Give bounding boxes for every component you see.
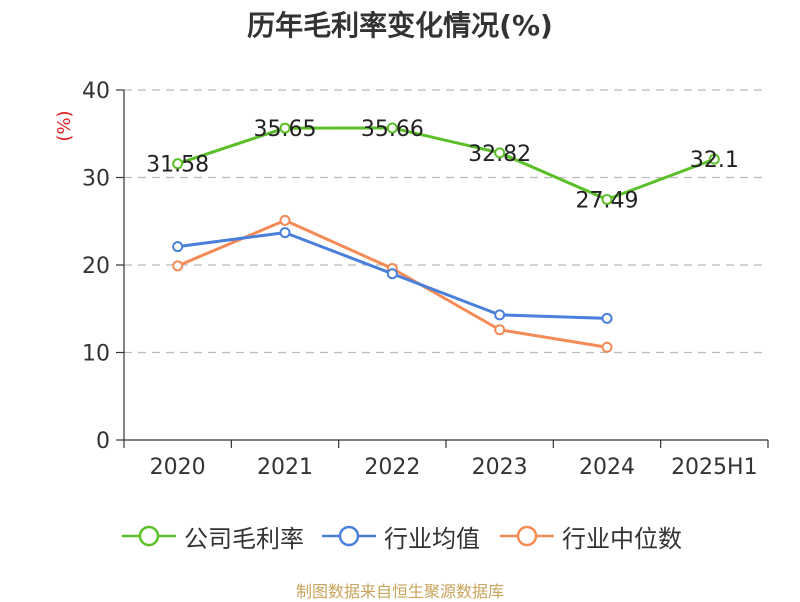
x-tick-label: 2020	[150, 455, 206, 480]
legend-item-industry-mean[interactable]: 行业均值	[322, 518, 480, 554]
legend-item-industry-median[interactable]: 行业中位数	[500, 518, 682, 554]
legend: 公司毛利率 行业均值 行业中位数	[0, 518, 800, 558]
data-point-1	[494, 309, 506, 321]
data-point-0	[386, 122, 398, 134]
data-label: 32.82	[468, 142, 531, 167]
data-point-2	[279, 214, 291, 226]
y-tick-label: 30	[82, 167, 110, 192]
x-tick-label: 2025H1	[671, 455, 758, 480]
legend-label-industry-median: 行业中位数	[562, 524, 682, 553]
y-tick-label: 40	[82, 79, 110, 104]
data-point-1	[601, 312, 613, 324]
data-label: 27.49	[576, 188, 639, 213]
y-tick-label: 10	[82, 342, 110, 367]
data-point-1	[172, 241, 184, 253]
data-label: 32.1	[690, 148, 739, 173]
legend-label-company-margin: 公司毛利率	[184, 524, 304, 553]
data-label: 35.66	[361, 117, 424, 142]
legend-marker-green	[122, 525, 176, 547]
y-axis-title: (%)	[54, 110, 75, 141]
data-point-0	[494, 147, 506, 159]
legend-item-company-margin[interactable]: 公司毛利率	[122, 518, 304, 554]
data-point-1	[386, 268, 398, 280]
x-tick-label: 2022	[364, 455, 420, 480]
x-tick-label: 2023	[472, 455, 528, 480]
x-tick-label: 2024	[579, 455, 635, 480]
data-point-0	[172, 158, 184, 170]
data-point-2	[172, 260, 184, 272]
y-tick-label: 20	[82, 254, 110, 279]
legend-marker-orange	[500, 525, 554, 547]
legend-marker-blue	[322, 525, 376, 547]
data-point-0	[708, 153, 720, 165]
source-note: 制图数据来自恒生聚源数据库	[295, 582, 504, 601]
data-point-2	[494, 324, 506, 336]
series-line-0	[177, 126, 715, 201]
chart-title: 历年毛利率变化情况(%)	[247, 9, 553, 42]
data-point-0	[279, 122, 291, 134]
data-point-0	[601, 193, 613, 205]
legend-label-industry-mean: 行业均值	[384, 524, 480, 553]
data-label: 31.58	[146, 153, 209, 178]
data-label: 35.65	[254, 117, 317, 142]
x-tick-label: 2021	[257, 455, 313, 480]
data-point-2	[601, 341, 613, 353]
y-tick-label: 0	[96, 429, 110, 454]
data-point-1	[279, 227, 291, 239]
